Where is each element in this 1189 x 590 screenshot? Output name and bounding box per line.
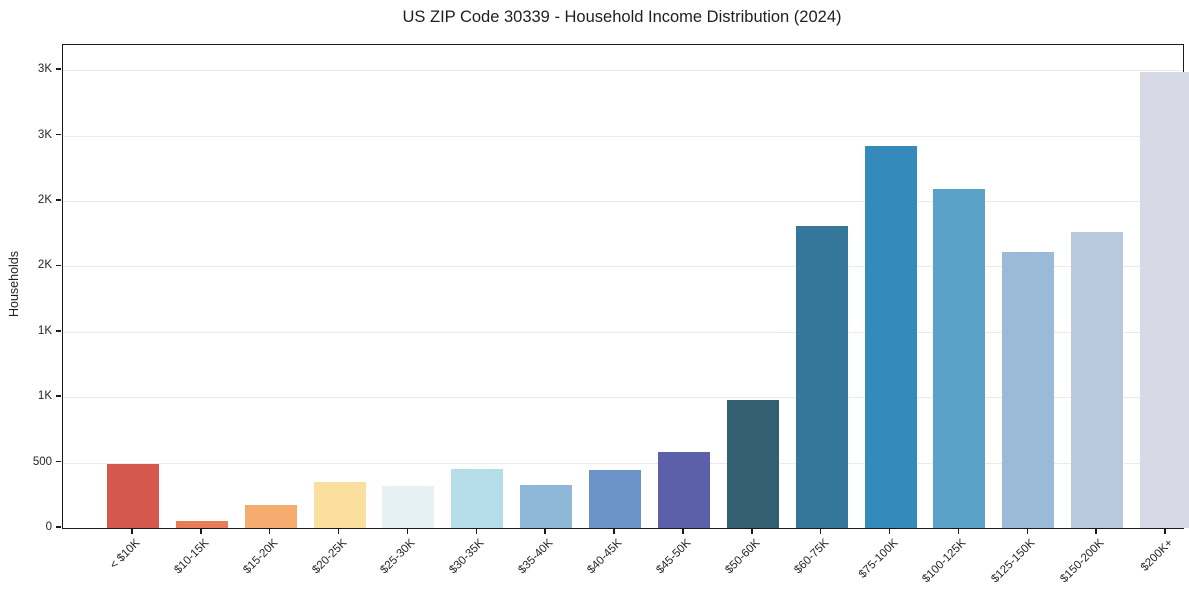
x-tick-mark (682, 529, 684, 534)
x-tick-mark (1095, 529, 1097, 534)
gridline (63, 70, 1183, 72)
y-tick-label: 3K (37, 128, 52, 141)
bar (1140, 71, 1189, 528)
x-tick-mark (819, 529, 822, 534)
bar (382, 486, 435, 528)
bar (726, 399, 779, 528)
x-tick-mark (131, 529, 133, 534)
gridline (63, 201, 1183, 203)
y-tick-label: 3K (37, 63, 52, 76)
bar (864, 146, 917, 528)
gridline (63, 397, 1183, 399)
bar (313, 481, 366, 528)
y-tick-label: 0 (45, 521, 52, 533)
y-tick-mark (56, 199, 61, 201)
y-tick-label: 2K (37, 259, 52, 272)
y-tick-mark (56, 133, 61, 136)
x-tick-label: < $10K (107, 537, 143, 572)
gridline (63, 331, 1183, 333)
bar (795, 225, 848, 528)
x-tick-mark (888, 529, 891, 534)
y-tick-label: 500 (32, 455, 52, 468)
y-axis-label: Households (7, 251, 21, 318)
bar (1002, 252, 1055, 528)
x-tick-mark (957, 529, 960, 534)
gridline (63, 266, 1183, 268)
y-tick-mark (56, 460, 61, 463)
x-tick-mark (268, 529, 271, 534)
plot-area (62, 44, 1189, 529)
bar (1071, 232, 1124, 528)
y-tick-mark (56, 526, 61, 528)
y-tick-mark (56, 330, 61, 332)
y-tick-mark (56, 68, 61, 70)
x-tick-mark (613, 529, 615, 534)
x-tick-mark (337, 529, 340, 534)
y-tick-label: 1K (37, 390, 52, 403)
x-tick-mark (200, 529, 202, 534)
bar (175, 520, 228, 528)
x-tick-mark (751, 529, 753, 534)
bar (589, 470, 642, 528)
x-tick-mark (544, 529, 546, 534)
bar (933, 189, 986, 528)
bar (107, 463, 159, 528)
x-tick-mark (475, 529, 478, 534)
x-tick-mark (1026, 529, 1029, 534)
bar (657, 451, 710, 528)
y-tick-mark (56, 395, 61, 397)
y-tick-label: 2K (37, 194, 52, 207)
bar (451, 469, 504, 528)
y-tick-label: 1K (37, 324, 52, 337)
y-tick-mark (56, 264, 61, 267)
gridline (63, 135, 1183, 137)
bar (244, 505, 297, 528)
gridline (63, 462, 1183, 464)
x-tick-mark (406, 529, 409, 534)
x-tick-mark (1164, 529, 1166, 534)
bar (520, 484, 573, 528)
chart-title: US ZIP Code 30339 - Household Income Dis… (402, 8, 842, 26)
